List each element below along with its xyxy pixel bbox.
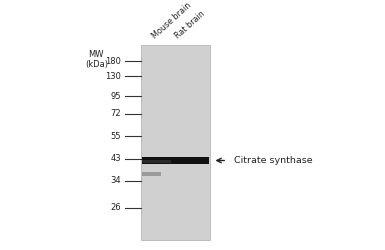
Text: 34: 34	[110, 176, 121, 185]
Text: Mouse brain: Mouse brain	[150, 0, 192, 40]
FancyBboxPatch shape	[142, 172, 161, 176]
Text: 95: 95	[111, 92, 121, 101]
FancyBboxPatch shape	[141, 45, 210, 240]
Text: MW
(kDa): MW (kDa)	[85, 50, 108, 70]
FancyBboxPatch shape	[142, 157, 209, 164]
Text: 43: 43	[110, 154, 121, 163]
Text: Citrate synthase: Citrate synthase	[234, 156, 313, 165]
FancyBboxPatch shape	[142, 160, 171, 163]
Text: Rat brain: Rat brain	[173, 9, 206, 40]
Text: 130: 130	[105, 72, 121, 81]
Text: 26: 26	[110, 204, 121, 212]
Text: 180: 180	[105, 57, 121, 66]
Text: 55: 55	[111, 132, 121, 141]
Text: 72: 72	[110, 109, 121, 118]
